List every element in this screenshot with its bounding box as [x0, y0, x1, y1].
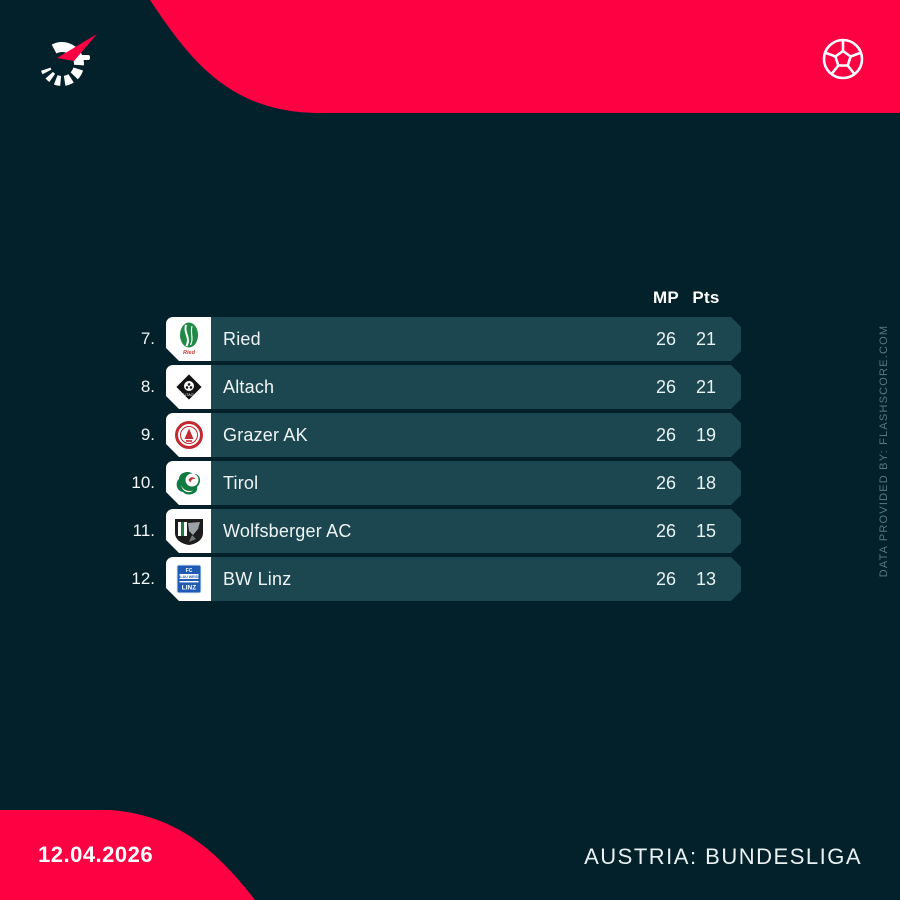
matches-played: 26	[655, 472, 677, 493]
team-logo-tile: ALTACH	[166, 365, 211, 409]
football-ball-icon	[822, 38, 864, 80]
team-logo-tile: FC BLAU WEISS LINZ	[166, 557, 211, 601]
points: 18	[695, 472, 717, 493]
matches-played: 26	[655, 376, 677, 397]
team-name: Grazer AK	[223, 424, 308, 445]
header-band	[0, 0, 900, 113]
row-bar: Grazer AK 26 19	[211, 413, 741, 457]
row-bar: Tirol 26 18	[211, 461, 741, 505]
wolfsberger-crest-icon	[172, 515, 206, 547]
column-header-mp: MP	[652, 288, 680, 307]
rank-label: 10.	[131, 473, 155, 492]
points: 21	[695, 328, 717, 349]
matches-played: 26	[655, 568, 677, 589]
matches-played: 26	[655, 424, 677, 445]
svg-text:ALTACH: ALTACH	[182, 393, 196, 397]
altach-crest-icon: ALTACH	[172, 370, 206, 404]
competition-label: AUSTRIA: BUNDESLIGA	[584, 844, 862, 869]
team-name: Ried	[223, 328, 261, 349]
points: 15	[695, 520, 717, 541]
matches-played: 26	[655, 328, 677, 349]
points: 19	[695, 424, 717, 445]
team-logo-tile	[166, 461, 211, 505]
rank-label: 7.	[140, 329, 155, 348]
svg-text:FC: FC	[185, 568, 192, 574]
standings-table: 7. Ried Ried 26 21 8.	[100, 317, 741, 605]
row-bar: BW Linz 26 13	[211, 557, 741, 601]
points: 13	[695, 568, 717, 589]
rank-label: 12.	[131, 569, 155, 588]
table-row-wolfsberger: 11. Wolfsberger AC 26 15	[100, 509, 741, 553]
svg-text:LINZ: LINZ	[181, 585, 195, 592]
data-provider-watermark: DATA PROVIDED BY: FLASHSCORE.COM	[878, 324, 890, 578]
team-logo-tile	[166, 509, 211, 553]
row-bar: Ried 26 21	[211, 317, 741, 361]
table-row-grazer-ak: 9. Grazer AK 26 19	[100, 413, 741, 457]
tirol-crest-icon	[173, 467, 205, 499]
row-bar: Wolfsberger AC 26 15	[211, 509, 741, 553]
team-logo-tile	[166, 413, 211, 457]
footer-band	[0, 810, 255, 900]
date-label: 12.04.2026	[38, 842, 154, 867]
rank-label: 9.	[140, 425, 155, 444]
bw-linz-crest-icon: FC BLAU WEISS LINZ	[174, 563, 204, 595]
team-name: Altach	[223, 376, 275, 397]
team-logo-tile: Ried	[166, 317, 211, 361]
team-name: Tirol	[223, 472, 259, 493]
table-row-tirol: 10. Tirol 26 18	[100, 461, 741, 505]
grazer-ak-crest-icon	[173, 419, 205, 451]
flashscore-logo	[40, 34, 97, 86]
svg-text:BLAU WEISS: BLAU WEISS	[177, 575, 200, 579]
ried-crest-icon: Ried	[173, 321, 205, 357]
rank-label: 8.	[140, 377, 155, 396]
table-row-bw-linz: 12. FC BLAU WEISS LINZ BW Linz 26 13	[100, 557, 741, 601]
rank-label: 11.	[132, 521, 155, 540]
team-name: BW Linz	[223, 568, 292, 589]
table-row-ried: 7. Ried Ried 26 21	[100, 317, 741, 361]
team-name: Wolfsberger AC	[223, 520, 352, 541]
column-header-pts: Pts	[692, 288, 720, 307]
matches-played: 26	[655, 520, 677, 541]
points: 21	[695, 376, 717, 397]
row-bar: Altach 26 21	[211, 365, 741, 409]
svg-text:Ried: Ried	[183, 350, 196, 356]
table-row-altach: 8. ALTACH Altach 26 21	[100, 365, 741, 409]
